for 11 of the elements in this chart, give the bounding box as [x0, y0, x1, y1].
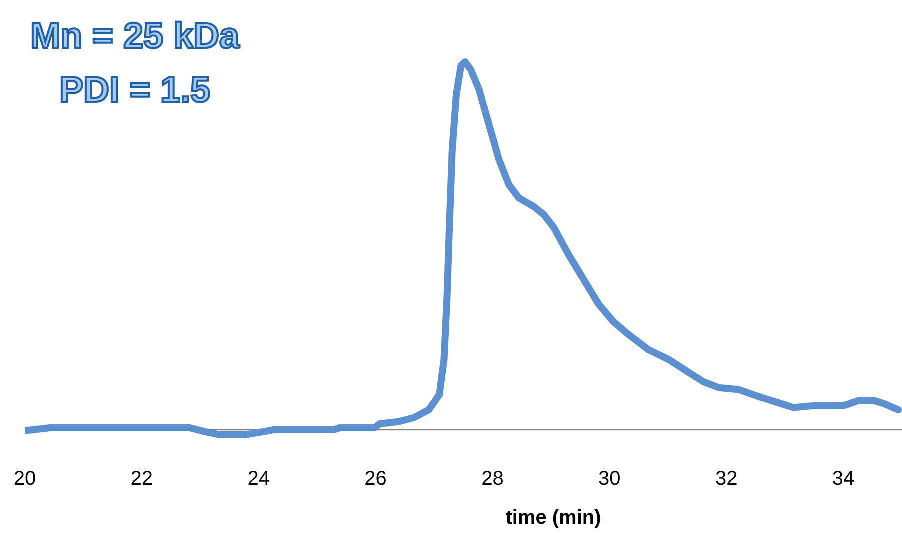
text: Mn = 25 kDa	[30, 15, 241, 56]
x-tick-label: 24	[248, 468, 270, 490]
x-tick-label: 20	[14, 468, 36, 490]
x-tick-label: 26	[364, 468, 387, 490]
annotation: PDI = 1.5	[59, 69, 211, 110]
x-axis-title: time (min)	[506, 507, 602, 529]
x-tick-label: 22	[130, 468, 154, 490]
x-tick-label: 32	[715, 468, 738, 490]
x-tick-label: 30	[598, 468, 621, 490]
x-tick-label: 28	[482, 468, 504, 490]
x-tick-label: 34	[832, 468, 855, 490]
